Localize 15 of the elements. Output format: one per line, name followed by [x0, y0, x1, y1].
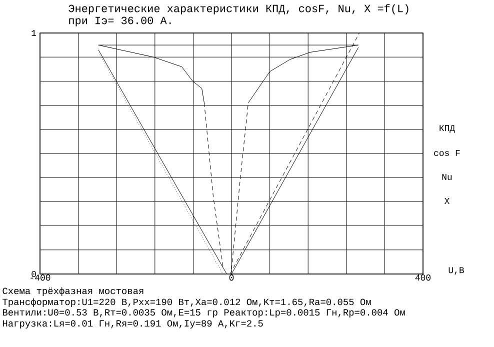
chart-subtitle: при Iэ= 36.00 А.: [69, 16, 171, 26]
x-tick-label: 0: [229, 274, 234, 281]
text: КПД: [440, 125, 455, 133]
chart-title: Энергетические характеристики КПД, cosF, Nu, X =f(L): [68, 4, 408, 14]
x-tick-label: -400: [30, 274, 50, 281]
text: Трансформатор:U1=220 В,Pхх=190 Вт,Xa=0.012 Ом,Kт=1.65,Ra=0.055 Ом: [2, 298, 371, 308]
x-tick-label: 400: [415, 274, 431, 281]
y-tick-label: 1: [32, 30, 36, 36]
text: Схема трёхфазная мостовая: [2, 287, 144, 296]
text: Вентили:U0=0.53 В,Rт=0.0035 Ом,E=15 гр Реактор:Lp=0.0015 Гн,Rp=0.004 Ом: [2, 309, 405, 318]
text: cos F: [434, 150, 460, 156]
x-axis-title: U,В: [448, 267, 464, 275]
text: Nu: [442, 174, 452, 180]
text: X: [444, 198, 450, 204]
text: Нагрузка:Lя=0.01 Гн,Rя=0.191 Ом,Iу=89 А,Kг=2.5: [2, 320, 263, 328]
